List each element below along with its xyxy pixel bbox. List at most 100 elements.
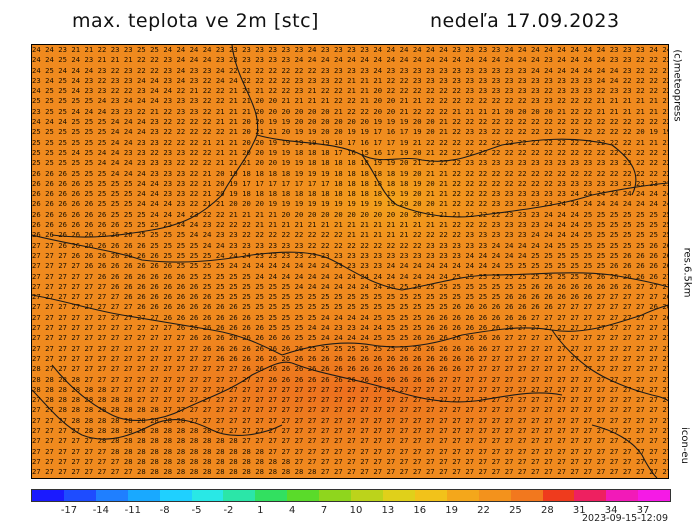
- color-scale-tick: -17: [60, 505, 78, 516]
- value-row: 24 25 25 24 23 23 22 22 23 24 24 22 21 2…: [32, 86, 669, 96]
- value-row: 27 27 27 28 28 28 28 28 28 28 28 28 27 2…: [32, 415, 669, 425]
- color-scale-labels: -17 -14 -11 -8 -5 -2 1 4 7 10 13 16 19 22 25 28 31 34 37: [31, 505, 669, 519]
- run-timestamp: 2023-09-15-12:09: [582, 513, 669, 524]
- value-row: 26 26 26 26 25 25 25 25 24 24 23 23 22 2…: [32, 178, 669, 188]
- value-row: 27 27 27 26 26 26 26 26 26 26 25 25 25 2…: [32, 250, 669, 260]
- value-row: 26 26 26 26 25 25 25 25 24 24 23 23 22 2…: [32, 189, 669, 199]
- color-scale-tick: -8: [159, 505, 170, 516]
- color-scale-tick: -11: [124, 505, 141, 516]
- value-row: 27 27 27 27 27 27 27 27 27 27 27 27 27 2…: [32, 353, 669, 363]
- color-swatch: [287, 490, 320, 501]
- color-swatch: [319, 490, 352, 501]
- value-row: 23 25 25 24 24 24 23 23 22 21 22 23 23 2…: [32, 106, 669, 116]
- value-row: 27 27 27 27 27 27 27 27 28 28 28 28 28 2…: [32, 467, 669, 477]
- color-scale-tick: 19: [445, 505, 459, 516]
- value-row: 26 26 26 26 26 25 25 25 24 24 24 23 22 2…: [32, 199, 669, 209]
- value-row: 27 27 28 28 28 28 28 28 28 28 27 27 27 2…: [32, 405, 669, 415]
- temperature-value-grid: 24 24 23 21 21 22 23 23 25 25 24 24 24 2…: [32, 45, 668, 478]
- border-line-austria: [32, 234, 403, 291]
- border-line-czech: [256, 134, 637, 196]
- color-scale-tick: 37: [636, 505, 650, 516]
- border-line-slovakia: [361, 154, 668, 218]
- warm-area-south: [32, 305, 668, 478]
- border-line-serbia: [551, 329, 668, 402]
- color-scale-tick: 31: [572, 505, 586, 516]
- color-scale-tick: 13: [381, 505, 395, 516]
- value-row: 27 27 26 26 26 26 26 26 26 25 25 25 25 2…: [32, 240, 669, 250]
- map-overlay: [32, 45, 668, 478]
- color-swatch: [223, 490, 256, 501]
- color-scale-tick: 4: [289, 505, 296, 516]
- color-swatch: [478, 490, 511, 501]
- value-row: 28 28 28 28 27 27 27 27 27 27 27 27 27 2…: [32, 374, 669, 384]
- value-row: 27 27 27 27 27 27 27 27 27 27 27 26 26 2…: [32, 323, 669, 333]
- color-swatch: [574, 490, 607, 501]
- value-row: 27 27 27 27 27 27 26 26 26 26 26 26 26 2…: [32, 281, 669, 291]
- color-swatch: [382, 490, 415, 501]
- color-swatch: [127, 490, 160, 501]
- value-row: 25 25 25 25 25 24 23 24 24 24 23 23 23 2…: [32, 96, 669, 106]
- color-swatch: [63, 490, 96, 501]
- value-row: 25 25 25 24 25 24 24 23 23 22 23 23 22 2…: [32, 147, 669, 157]
- border-line-bulgaria: [591, 424, 658, 478]
- forecast-date: nedeľa 17.09.2023: [430, 10, 620, 32]
- value-row: 26 26 26 25 25 25 24 24 24 23 23 23 22 2…: [32, 168, 669, 178]
- model-label: icon-eu: [678, 427, 690, 464]
- color-scale-bar: [31, 489, 671, 502]
- color-scale-tick: 7: [320, 505, 328, 516]
- color-scale-tick: 22: [477, 505, 490, 516]
- color-scale-tick: 10: [349, 505, 363, 516]
- color-swatch: [606, 490, 639, 501]
- color-swatch: [351, 490, 383, 501]
- value-row: 27 28 28 28 28 28 28 28 27 27 27 27 27 2…: [32, 395, 669, 405]
- value-row: 24 25 24 24 24 23 22 23 22 22 23 24 23 2…: [32, 65, 669, 75]
- border-line-hungary: [401, 272, 668, 291]
- value-row: 27 27 27 27 27 27 27 27 27 27 27 27 26 2…: [32, 333, 669, 343]
- color-swatch: [446, 490, 479, 501]
- color-scale-tick: 16: [413, 505, 427, 516]
- value-row: 27 27 27 27 27 28 28 28 28 28 28 28 28 2…: [32, 436, 669, 446]
- copyright-label: (c)meteopress: [671, 49, 683, 122]
- border-line-adriatic: [51, 361, 293, 421]
- value-row: 25 25 25 25 25 25 24 24 24 23 22 22 22 2…: [32, 127, 669, 137]
- value-row: 27 27 27 27 27 27 27 26 26 26 26 26 26 2…: [32, 292, 669, 302]
- value-row: 27 27 27 27 27 27 27 27 27 27 27 27 27 2…: [32, 343, 669, 353]
- color-scale-tick: 25: [509, 505, 522, 516]
- color-swatch: [638, 490, 671, 501]
- value-row: 27 27 27 27 27 27 27 27 26 26 26 26 26 2…: [32, 302, 669, 312]
- border-line-north: [51, 45, 259, 238]
- cool-area-north: [212, 105, 572, 295]
- temperature-map: 24 24 23 21 21 22 23 23 25 25 24 24 24 2…: [31, 44, 669, 479]
- value-row: 24 24 23 21 21 22 23 23 25 25 24 24 24 2…: [32, 45, 669, 54]
- color-swatch: [414, 490, 447, 501]
- map-title: max. teplota ve 2m [stc]: [72, 10, 319, 32]
- color-scale-tick: 1: [257, 505, 264, 516]
- value-row: 27 27 27 27 27 26 26 26 26 26 26 26 25 2…: [32, 271, 669, 281]
- color-swatch: [95, 490, 128, 501]
- color-swatch: [510, 490, 543, 501]
- color-swatch: [255, 490, 288, 501]
- color-swatch: [32, 490, 64, 501]
- value-row: 27 27 27 27 27 27 27 28 28 28 28 28 28 2…: [32, 456, 669, 466]
- value-row: 24 24 24 25 25 25 24 24 24 23 22 22 22 2…: [32, 117, 669, 127]
- value-row: 25 25 25 25 25 25 24 24 23 23 22 22 22 2…: [32, 137, 669, 147]
- value-row: 25 25 25 25 25 24 24 24 23 23 23 22 22 2…: [32, 158, 669, 168]
- color-scale-tick: 34: [604, 505, 618, 516]
- value-row: 26 26 26 26 26 26 25 25 25 24 24 24 23 2…: [32, 209, 669, 219]
- value-row: 26 26 26 26 26 26 26 25 25 25 25 24 24 2…: [32, 220, 669, 230]
- value-row: 27 27 27 27 27 27 28 28 28 28 28 28 28 2…: [32, 446, 669, 456]
- color-scale-tick: 28: [540, 505, 554, 516]
- color-swatch: [542, 490, 575, 501]
- color-scale-tick: -14: [92, 505, 110, 516]
- resolution-label: res.6.5km: [681, 247, 693, 298]
- border-line-croatia: [281, 304, 668, 356]
- color-scale-tick: -5: [191, 505, 202, 516]
- value-row: 27 27 27 27 27 27 27 27 27 27 26 26 26 2…: [32, 312, 669, 322]
- color-swatch: [159, 490, 192, 501]
- border-line-slovenia: [32, 294, 283, 356]
- value-row: 27 27 27 27 26 26 26 26 26 26 26 25 25 2…: [32, 261, 669, 271]
- color-scale-tick: -2: [223, 505, 234, 516]
- value-row: 28 28 28 28 28 28 27 27 27 27 27 27 27 2…: [32, 384, 669, 394]
- color-swatch: [191, 490, 224, 501]
- value-row: 23 24 25 24 23 22 23 23 24 24 23 24 23 2…: [32, 75, 669, 85]
